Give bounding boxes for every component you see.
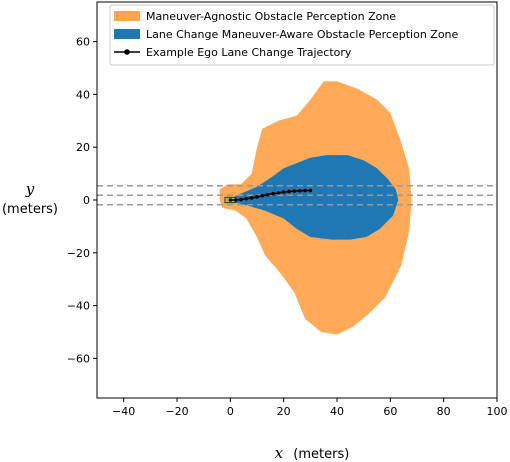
- x-axis-variable: x: [275, 444, 284, 462]
- x-tick-label-0: −40: [112, 405, 135, 418]
- x-axis-label: x (meters): [275, 444, 350, 462]
- x-tick-label-7: 100: [487, 405, 508, 418]
- y-tick-label-6: 60: [76, 36, 90, 49]
- maneuver-aware-zone: [227, 155, 399, 240]
- x-tick-label-4: 40: [330, 405, 344, 418]
- y-tick-label-4: 20: [76, 141, 90, 154]
- y-axis-variable: y: [25, 180, 35, 198]
- trajectory-point-2: [239, 197, 243, 202]
- y-tick-label-2: −20: [67, 247, 90, 260]
- legend-box: [109, 4, 495, 66]
- legend: Maneuver-Agnostic Obstacle Perception Zo…: [109, 4, 495, 66]
- x-tick-label-6: 80: [437, 405, 451, 418]
- y-tick-label-1: −40: [67, 300, 90, 313]
- trajectory-point-15: [308, 188, 313, 193]
- plot-area: [97, 81, 497, 335]
- trajectory-point-8: [271, 191, 275, 196]
- trajectory-point-9: [276, 191, 281, 195]
- y-axis-unit: (meters): [2, 202, 58, 217]
- x-tick-label-3: 20: [277, 405, 291, 418]
- trajectory-point-4: [249, 196, 254, 200]
- legend-swatch-aware: [114, 29, 140, 39]
- legend-label-agnostic: Maneuver-Agnostic Obstacle Perception Zo…: [146, 10, 396, 23]
- y-axis-ticks: −60 −40 −20 0 20 40 60: [67, 36, 97, 365]
- x-tick-label-2: 0: [227, 405, 234, 418]
- trajectory-point-12: [292, 189, 297, 193]
- x-axis-unit: (meters): [293, 447, 349, 462]
- trajectory-point-0: [228, 198, 233, 202]
- lane-lines: [97, 185, 497, 206]
- x-tick-label-1: −20: [165, 405, 188, 418]
- trajectory-point-11: [287, 189, 291, 194]
- legend-label-trajectory: Example Ego Lane Change Trajectory: [146, 46, 352, 59]
- trajectory-point-6: [260, 193, 265, 198]
- x-tick-label-5: 60: [383, 405, 397, 418]
- trajectory-point-10: [281, 190, 286, 194]
- trajectory-point-7: [265, 192, 270, 197]
- ego-trajectory: [228, 188, 313, 202]
- y-tick-label-5: 40: [76, 88, 90, 101]
- x-axis-ticks: −40 −20 0 20 40 60 80 100: [112, 398, 508, 418]
- y-tick-label-3: 0: [83, 194, 90, 207]
- legend-swatch-agnostic: [114, 11, 140, 21]
- trajectory-point-3: [244, 196, 249, 201]
- legend-label-aware: Lane Change Maneuver-Aware Obstacle Perc…: [146, 28, 459, 41]
- legend-marker-trajectory: [124, 49, 130, 55]
- trajectory-line: [230, 189, 311, 201]
- trajectory-point-5: [255, 195, 259, 199]
- trajectory-point-14: [303, 188, 307, 193]
- trajectory-point-1: [233, 198, 238, 202]
- y-tick-label-0: −60: [67, 352, 90, 365]
- trajectory-point-13: [297, 188, 302, 193]
